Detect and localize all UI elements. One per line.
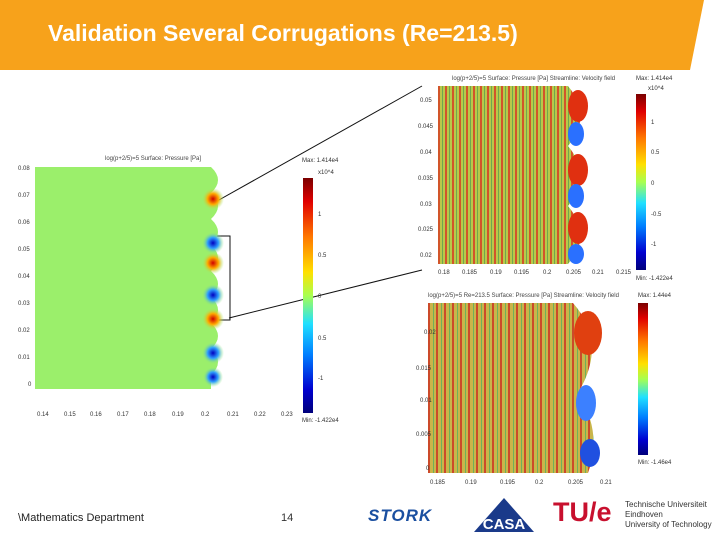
y-tick: 0.07 bbox=[18, 193, 30, 199]
zoom-top-cbar-tick: 1 bbox=[651, 120, 655, 126]
x-tick: 0.21 bbox=[592, 270, 604, 276]
slide-header: Validation Several Corrugations (Re=213.… bbox=[0, 0, 720, 72]
zoom-bottom-plot-title: log(p+2/5)=5 Re=213.5 Surface: Pressure … bbox=[428, 293, 619, 299]
tue-line: University of Technology bbox=[625, 520, 712, 529]
main-cbar-tick: -1 bbox=[318, 376, 324, 382]
zoom-top-colorbar bbox=[636, 94, 646, 270]
x-tick: 0.18 bbox=[144, 412, 156, 418]
y-tick: 0.03 bbox=[18, 301, 30, 307]
x-tick: 0.2 bbox=[201, 412, 210, 418]
main-cbar-tick: 0.5 bbox=[318, 336, 327, 342]
main-plot-title: log(p+2/5)=5 Surface: Pressure [Pa] bbox=[105, 156, 202, 162]
zoom-bottom-cbar-max: Max: 1.44e4 bbox=[638, 293, 672, 299]
y-tick: 0.04 bbox=[18, 274, 30, 280]
x-tick: 0.17 bbox=[117, 412, 129, 418]
x-tick: 0.215 bbox=[616, 270, 632, 276]
y-tick: 0.04 bbox=[420, 150, 432, 156]
zoom-top-cbar-tick: 0.5 bbox=[651, 150, 660, 156]
x-tick: 0.195 bbox=[514, 270, 530, 276]
x-tick: 0.205 bbox=[566, 270, 582, 276]
zoom-top-cbar-scale: x10^4 bbox=[648, 86, 664, 92]
zoom-top-pressure-plot bbox=[438, 86, 588, 264]
x-tick: 0.14 bbox=[37, 412, 49, 418]
x-tick: 0.18 bbox=[438, 270, 450, 276]
tue-logo: TU/e bbox=[553, 497, 612, 527]
stork-logo: STORK bbox=[368, 506, 433, 525]
tue-logo-text: Technische Universiteit Eindhoven Univer… bbox=[625, 500, 712, 530]
main-cbar-min: Min: -1.422e4 bbox=[302, 418, 339, 424]
main-cbar-tick: 0 bbox=[318, 294, 322, 300]
tue-line: Eindhoven bbox=[625, 510, 663, 519]
y-tick: 0.005 bbox=[416, 432, 432, 438]
y-tick: 0 bbox=[426, 466, 430, 472]
y-tick: 0.035 bbox=[418, 176, 434, 182]
page-number: 14 bbox=[281, 512, 294, 524]
x-tick: 0.19 bbox=[490, 270, 502, 276]
x-tick: 0.185 bbox=[462, 270, 478, 276]
main-cbar-tick: 0.5 bbox=[318, 253, 327, 259]
x-tick: 0.2 bbox=[535, 480, 544, 486]
main-cbar-scale: x10^4 bbox=[318, 170, 334, 176]
y-tick: 0.06 bbox=[18, 220, 30, 226]
zoom-bottom-colorbar bbox=[638, 303, 648, 455]
x-tick: 0.16 bbox=[90, 412, 102, 418]
zoom-top-cbar-tick: 0 bbox=[651, 181, 655, 187]
slide-title: Validation Several Corrugations (Re=213.… bbox=[48, 20, 518, 46]
zoom-top-plot-title: log(p+2/5)=5 Surface: Pressure [Pa] Stre… bbox=[452, 76, 616, 82]
casa-logo-text: CASA bbox=[483, 516, 526, 533]
zoom-top-cbar-tick: -0.5 bbox=[651, 212, 662, 218]
y-tick: 0.01 bbox=[18, 355, 30, 361]
main-pressure-plot bbox=[35, 167, 224, 389]
zoom-bottom-pressure-plot bbox=[428, 303, 602, 473]
y-tick: 0.025 bbox=[418, 227, 434, 233]
zoom-top-cbar-min: Min: -1.422e4 bbox=[636, 276, 673, 282]
x-tick: 0.19 bbox=[172, 412, 184, 418]
y-tick: 0.015 bbox=[416, 366, 432, 372]
y-tick: 0.08 bbox=[18, 166, 30, 172]
y-tick: 0.045 bbox=[418, 124, 434, 130]
y-tick: 0.01 bbox=[420, 398, 432, 404]
zoom-top-cbar-max: Max: 1.414e4 bbox=[636, 76, 673, 82]
y-tick: 0.02 bbox=[420, 253, 432, 259]
header-banner bbox=[0, 0, 704, 70]
x-tick: 0.15 bbox=[64, 412, 76, 418]
x-tick: 0.21 bbox=[600, 480, 612, 486]
x-tick: 0.195 bbox=[500, 480, 516, 486]
x-tick: 0.205 bbox=[568, 480, 584, 486]
zoom-bottom-cbar-min: Min: -1.46e4 bbox=[638, 460, 672, 466]
y-tick: 0 bbox=[28, 382, 32, 388]
y-tick: 0.03 bbox=[420, 202, 432, 208]
main-cbar-max: Max: 1.414e4 bbox=[302, 158, 339, 164]
main-cbar-tick: 1 bbox=[318, 212, 322, 218]
zoom-top-cbar-tick: -1 bbox=[651, 242, 657, 248]
main-colorbar bbox=[303, 178, 313, 413]
x-tick: 0.19 bbox=[465, 480, 477, 486]
y-tick: 0.05 bbox=[18, 247, 30, 253]
y-tick: 0.02 bbox=[18, 328, 30, 334]
x-tick: 0.2 bbox=[543, 270, 552, 276]
x-tick: 0.22 bbox=[254, 412, 266, 418]
y-tick: 0.05 bbox=[420, 98, 432, 104]
footer-department: \Mathematics Department bbox=[18, 512, 144, 524]
x-tick: 0.23 bbox=[281, 412, 293, 418]
tue-line: Technische Universiteit bbox=[625, 500, 707, 509]
x-tick: 0.185 bbox=[430, 480, 446, 486]
y-tick: 0.02 bbox=[424, 330, 436, 336]
casa-logo: CASA bbox=[474, 498, 534, 533]
x-tick: 0.21 bbox=[227, 412, 239, 418]
